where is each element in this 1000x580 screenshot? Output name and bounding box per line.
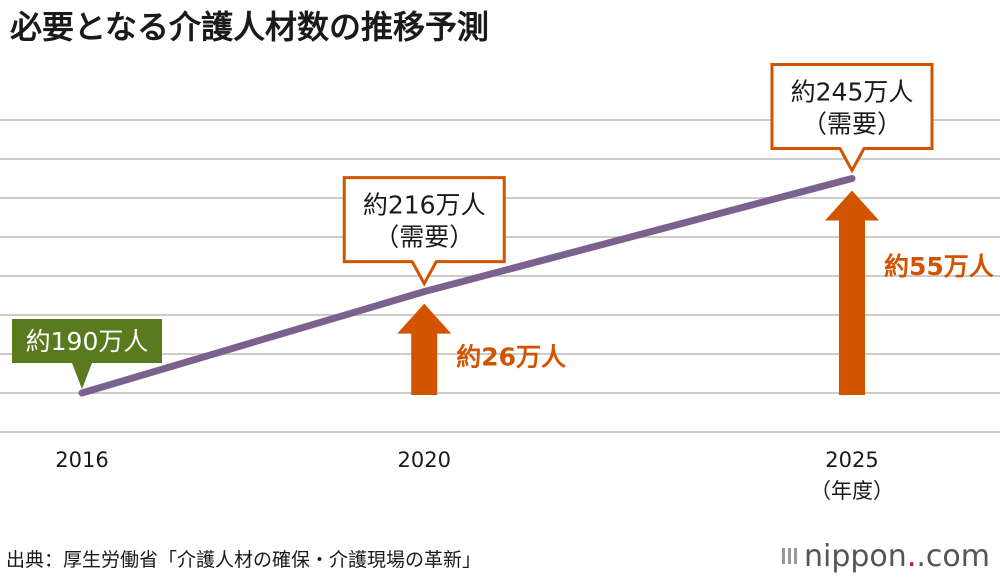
logo-name: nippon xyxy=(804,539,907,574)
demand-note-label: （需要） xyxy=(374,223,474,252)
value-callouts: 約190万人 約216万人 （需要） 約245万人 （需要） xyxy=(12,63,934,389)
demand-note-label: （需要） xyxy=(802,110,902,139)
base-value-callout xyxy=(12,319,162,389)
demand-value-label: 約245万人 xyxy=(791,78,914,107)
increase-label: 約55万人 xyxy=(884,252,994,281)
x-axis-ticks: 2016 2020 2025 xyxy=(55,448,878,472)
demand-callout xyxy=(770,63,934,174)
series-line xyxy=(78,175,856,397)
logo-wordmark: nippon..com xyxy=(804,539,990,574)
increase-arrow xyxy=(825,190,879,395)
base-value-label: 約190万人 xyxy=(26,327,149,356)
nippon-logo: nippon..com xyxy=(782,539,990,574)
logo-stripes-icon xyxy=(782,548,797,564)
logo-tld: .com xyxy=(916,539,990,574)
x-unit-label: （年度） xyxy=(810,479,894,503)
demand-value-label: 約216万人 xyxy=(363,191,486,220)
source-note: 出典：厚生労働省「介護人材の確保・介護現場の革新」 xyxy=(6,549,481,571)
logo-dot: . xyxy=(907,539,917,574)
demand-callout xyxy=(342,176,506,287)
x-tick-label: 2020 xyxy=(397,448,450,472)
increase-arrows: 約26万人 約55万人 xyxy=(397,190,994,395)
increase-label: 約26万人 xyxy=(456,342,566,371)
series-line-group xyxy=(78,175,856,397)
increase-arrow xyxy=(397,303,452,395)
x-tick-label: 2016 xyxy=(55,448,108,472)
chart-title: 必要となる介護人材数の推移予測 xyxy=(10,8,489,46)
x-tick-label: 2025 xyxy=(825,448,878,472)
